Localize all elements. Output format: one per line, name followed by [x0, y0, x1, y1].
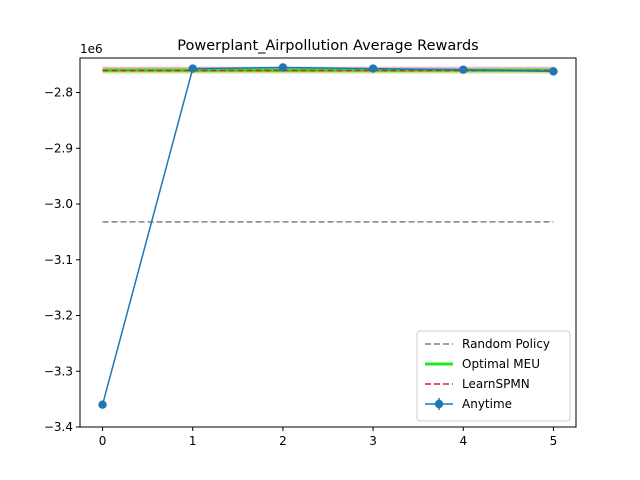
anytime-point-3	[368, 64, 378, 73]
anytime-series	[98, 63, 558, 409]
legend: Random Policy Optimal MEU LearnSPMN Anytime	[416, 330, 571, 422]
y-tick-label-0: −3.4	[44, 420, 73, 434]
y-tick-label-4: −3.0	[44, 197, 73, 211]
x-tick-label-0: 0	[99, 434, 107, 448]
legend-label-anytime: Anytime	[462, 397, 512, 411]
plot-area-frame	[79, 57, 577, 428]
x-tick-label-3: 3	[369, 434, 377, 448]
chart-title: Powerplant_Airpollution Average Rewards	[177, 38, 478, 54]
y-tick-label-3: −3.1	[44, 253, 73, 267]
anytime-point-0	[98, 400, 107, 409]
legend-label-learnspmn: LearnSPMN	[462, 377, 530, 391]
y-axis-ticks: −3.4 −3.3 −3.2 −3.1 −3.0 −2.9 −2.8	[44, 86, 80, 434]
legend-swatch-marker-anytime	[434, 399, 444, 409]
y-tick-label-5: −2.9	[44, 141, 73, 155]
legend-box	[416, 330, 571, 422]
y-tick-label-6: −2.8	[44, 86, 73, 100]
anytime-point-5	[549, 67, 558, 76]
y-tick-label-1: −3.3	[44, 364, 73, 378]
x-axis-ticks: 0 1 2 3 4 5	[99, 427, 558, 448]
anytime-point-1	[188, 64, 197, 73]
anytime-point-4	[459, 65, 468, 74]
y-tick-label-2: −3.2	[44, 309, 73, 323]
legend-label-optimal-meu: Optimal MEU	[462, 357, 540, 371]
x-tick-label-2: 2	[279, 434, 287, 448]
anytime-line	[101, 66, 554, 405]
x-tick-label-4: 4	[459, 434, 467, 448]
anytime-point-2	[278, 63, 288, 72]
x-tick-label-1: 1	[189, 434, 197, 448]
x-tick-label-5: 5	[550, 434, 558, 448]
y-axis-multiplier: 1e6	[80, 42, 103, 56]
legend-label-random-policy: Random Policy	[462, 337, 550, 351]
